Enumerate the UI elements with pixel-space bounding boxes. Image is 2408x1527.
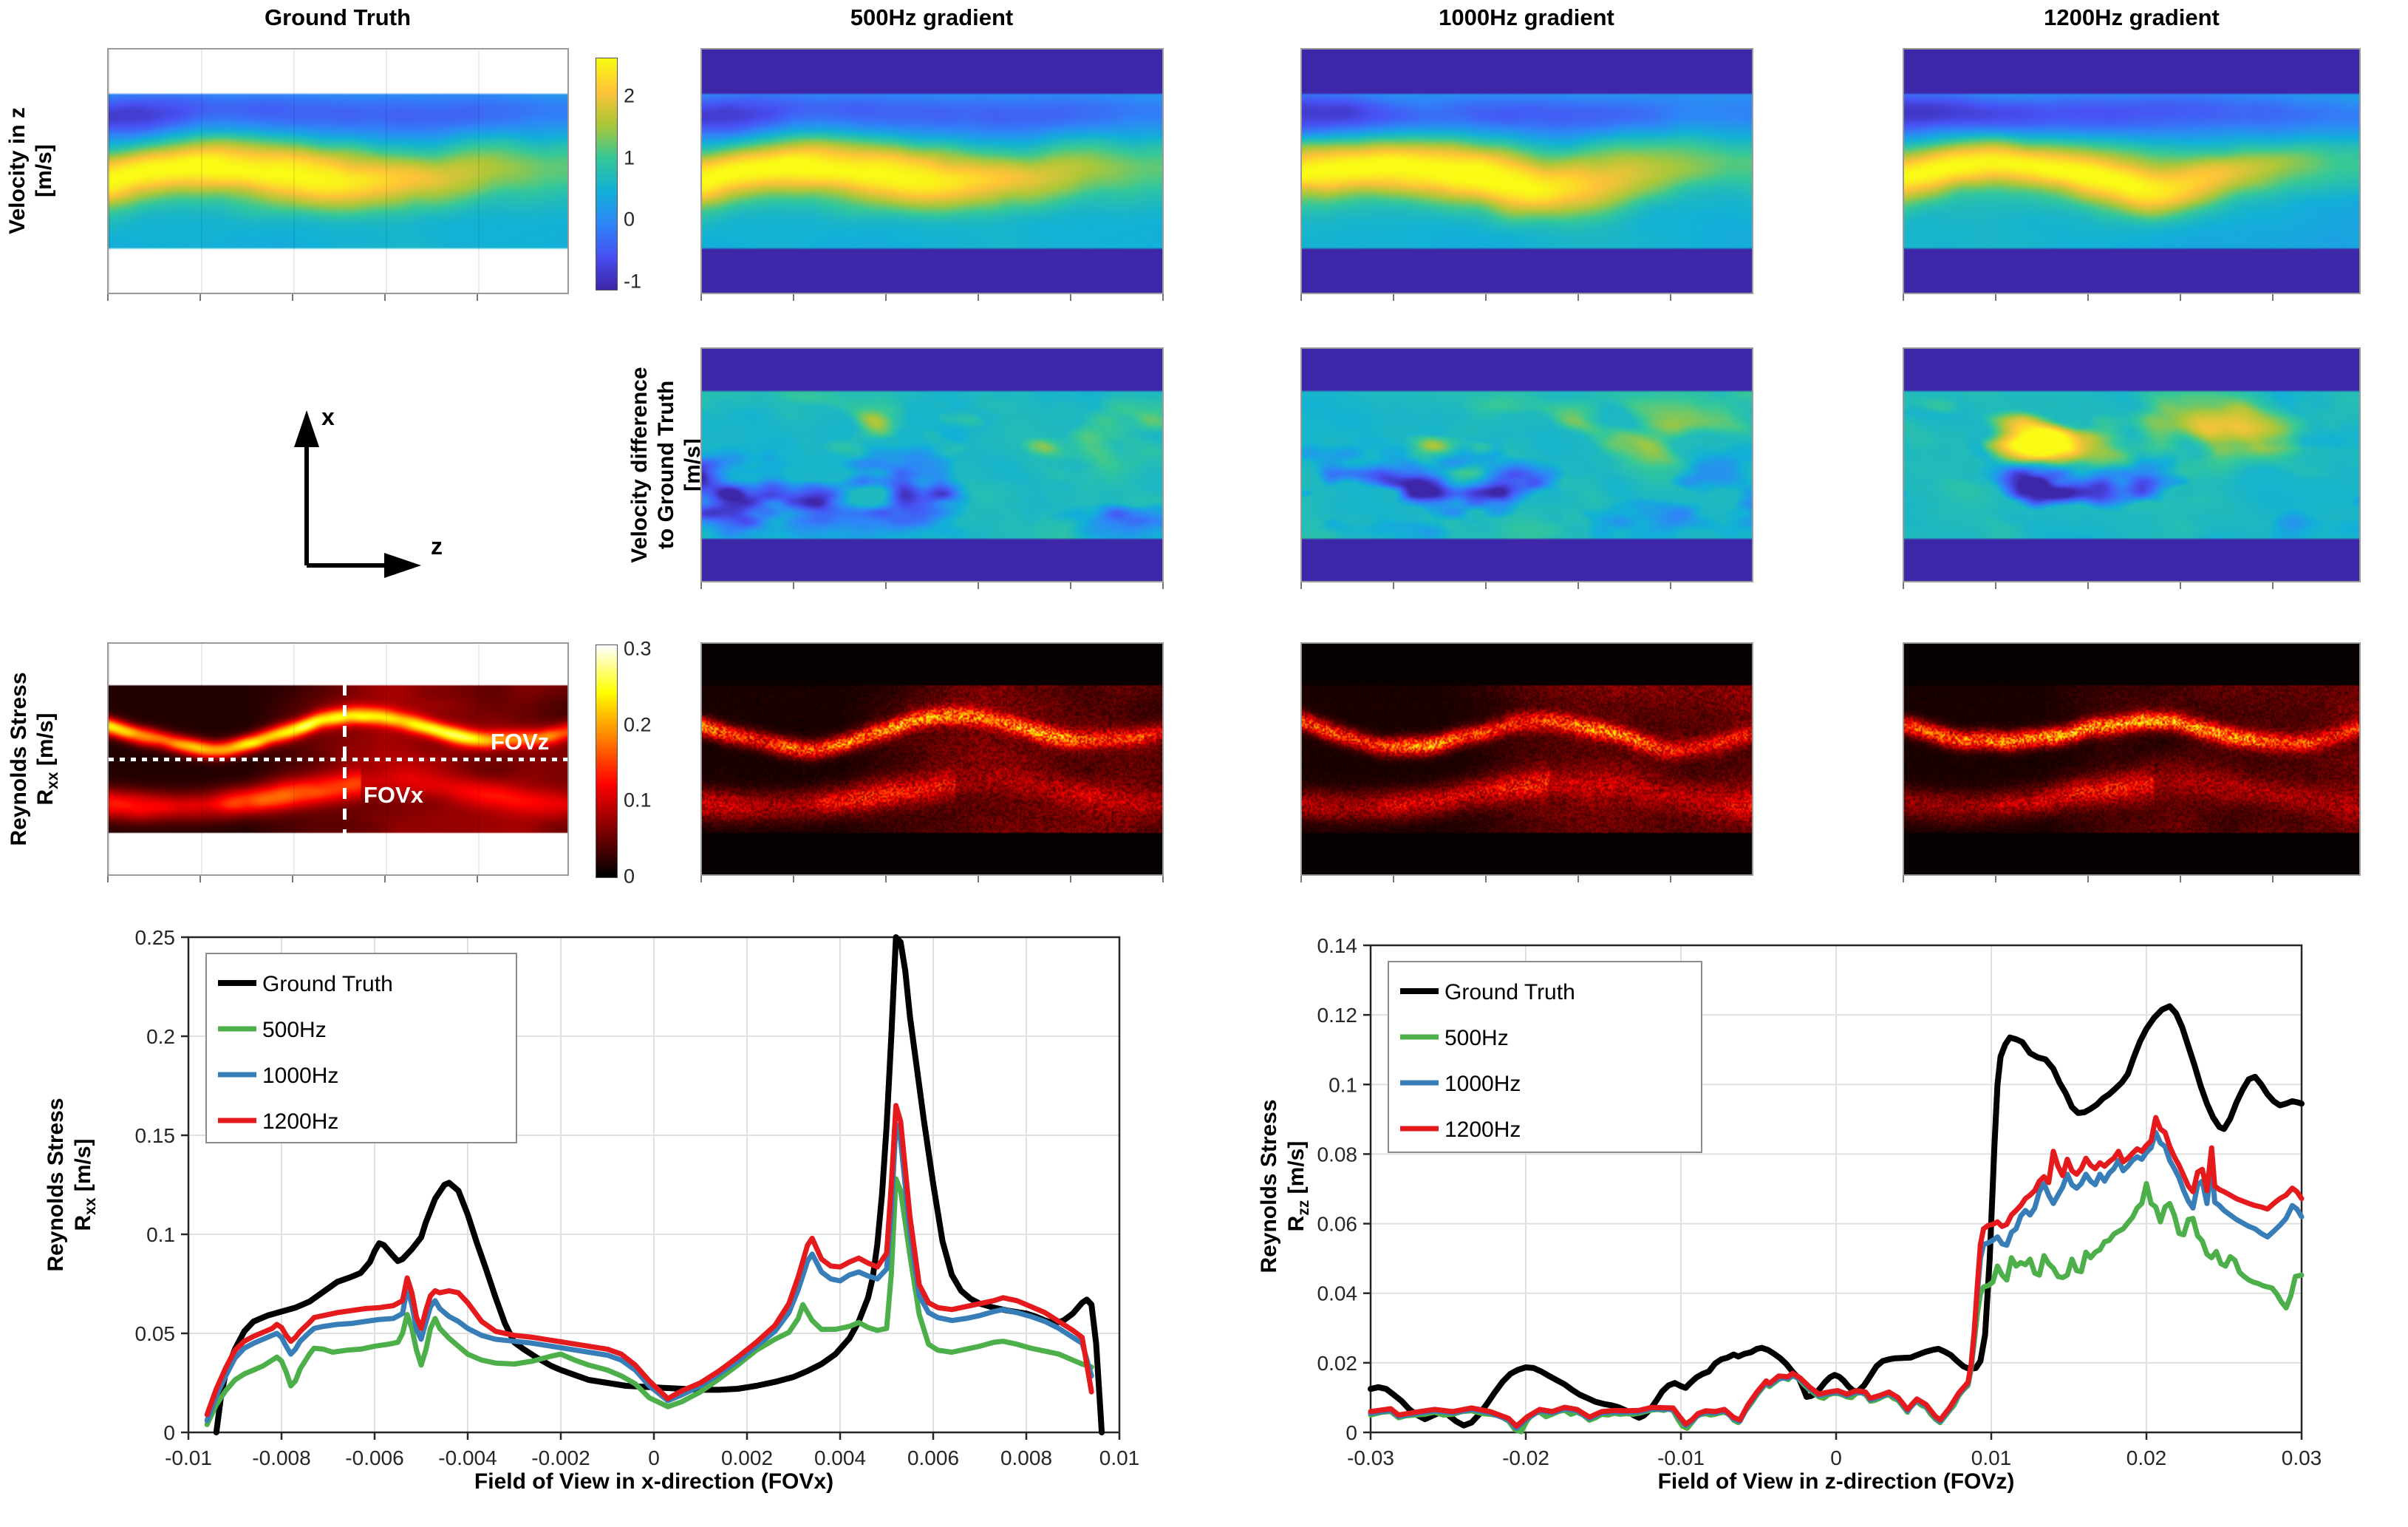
heatmap-velocity-500hz	[700, 48, 1164, 294]
colorbar-velocity	[596, 58, 618, 290]
col-title-500hz: 500Hz gradient	[850, 4, 1014, 30]
col-title-1000hz: 1000Hz gradient	[1439, 4, 1614, 30]
x-tick-label: 0.004	[814, 1446, 866, 1469]
col-title-ground-truth: Ground Truth	[264, 4, 412, 30]
arrowhead-z	[384, 553, 421, 578]
y-tick-label: 0.04	[1317, 1282, 1358, 1305]
x-tick-label: -0.004	[438, 1446, 497, 1469]
x-tick-label: 0.02	[2126, 1446, 2167, 1469]
axes-diagram: x z	[294, 404, 443, 578]
x-tick-label: -0.002	[531, 1446, 590, 1469]
axis-ticks	[1903, 294, 2361, 301]
x-tick-label: 0	[1830, 1446, 1842, 1469]
x-tick-label: 0.01	[1099, 1446, 1140, 1469]
colorbar-tick-label: -1	[624, 270, 642, 293]
axis-ticks	[1300, 582, 1753, 589]
panel-gridlines	[109, 50, 567, 293]
heatmap-velocity-1200hz	[1903, 48, 2361, 294]
col-title-1200hz: 1200Hz gradient	[2044, 4, 2220, 30]
colorbar-stress	[596, 645, 618, 878]
colorbar-tick-label: 0	[624, 865, 635, 888]
axis-ticks	[107, 876, 569, 882]
fovz-dotted-line	[109, 758, 567, 761]
series-1200hz	[1368, 1115, 2305, 1429]
axis-ticks	[107, 294, 569, 301]
series-1200hz	[204, 1103, 1094, 1418]
x-tick-label: 0	[648, 1446, 660, 1469]
axis-ticks	[1300, 876, 1753, 882]
legend-label: Ground Truth	[262, 972, 393, 996]
heatmap-stress-1000hz	[1300, 642, 1753, 876]
y-tick-label: 0	[163, 1421, 175, 1444]
fovz-label: FOVz	[491, 729, 550, 755]
heatmap-stress-1200hz	[1903, 642, 2361, 876]
x-tick-label: -0.03	[1347, 1446, 1394, 1469]
series-ground-truth	[213, 934, 1105, 1435]
x-tick-label: -0.006	[345, 1446, 403, 1469]
legend-label: 1200Hz	[1445, 1118, 1521, 1142]
heatmap-stress-500hz	[700, 642, 1164, 876]
heatmap-diff-500hz	[700, 347, 1164, 582]
legend-box	[205, 953, 517, 1143]
y-tick-label: 0.1	[1329, 1073, 1357, 1096]
y-tick-label: 0.02	[1317, 1352, 1358, 1375]
y-tick-label: 0.2	[146, 1025, 175, 1048]
y-tick-label: 0.1	[146, 1223, 175, 1246]
colorbar-tick-label: 1	[624, 146, 635, 169]
y-tick-label: 0.08	[1317, 1143, 1358, 1166]
axis-ticks	[1903, 582, 2361, 589]
x-tick-label: 0.002	[721, 1446, 773, 1469]
colorbar-tick-label: 0.2	[624, 713, 652, 736]
x-tick-label: 0.01	[1971, 1446, 2012, 1469]
arrowhead-x	[294, 410, 319, 447]
y-tick-label: 0.12	[1317, 1004, 1358, 1027]
y-tick-label: 0.15	[135, 1124, 176, 1147]
x-tick-label: 0.006	[907, 1446, 959, 1469]
y-tick-label: 0.05	[135, 1322, 176, 1345]
fovx-dashed-line	[343, 684, 347, 834]
colorbar-tick-label: 0.1	[624, 789, 652, 812]
legend-label: 1000Hz	[1445, 1072, 1521, 1096]
y-tick-label: 0.25	[135, 926, 176, 949]
x-tick-label: -0.02	[1502, 1446, 1549, 1469]
y-tick-label: 0	[1345, 1421, 1357, 1444]
series-1000hz	[204, 1121, 1094, 1424]
chart1-xlabel: Field of View in x-direction (FOVx)	[474, 1469, 834, 1494]
x-tick-label: 0.008	[1000, 1446, 1052, 1469]
x-tick-label: -0.01	[1657, 1446, 1705, 1469]
colorbar-tick-label: 2	[624, 84, 635, 107]
axis-ticks	[700, 582, 1164, 589]
heatmap-velocity-ground-truth	[107, 48, 569, 294]
legend-label: 1000Hz	[262, 1064, 338, 1088]
x-tick-label: -0.008	[252, 1446, 310, 1469]
heatmap-diff-1200hz	[1903, 347, 2361, 582]
heatmap-diff-1000hz	[1300, 347, 1753, 582]
colorbar-tick-label: 0.3	[624, 637, 652, 660]
x-tick-label: -0.01	[165, 1446, 212, 1469]
series-ground-truth	[1368, 1003, 2305, 1429]
y-tick-label: 0.06	[1317, 1213, 1358, 1236]
heatmap-velocity-1000hz	[1300, 48, 1753, 294]
fovx-label: FOVx	[364, 782, 423, 808]
legend-label: 500Hz	[1445, 1026, 1509, 1050]
legend-box	[1388, 961, 1702, 1153]
legend-label: 1200Hz	[262, 1109, 338, 1134]
x-tick-label: 0.03	[2282, 1446, 2322, 1469]
axis-z-label: z	[431, 533, 443, 560]
series-500hz	[204, 1176, 1094, 1427]
y-tick-label: 0.14	[1317, 934, 1358, 957]
axis-ticks	[1300, 294, 1753, 301]
axis-x-label: x	[321, 404, 335, 430]
axis-ticks	[700, 876, 1164, 882]
chart2-xlabel: Field of View in z-direction (FOVz)	[1657, 1469, 2015, 1494]
legend-label: 500Hz	[262, 1018, 327, 1042]
colorbar-tick-label: 0	[624, 208, 635, 231]
axis-ticks	[700, 294, 1164, 301]
legend-label: Ground Truth	[1445, 980, 1575, 1004]
axis-ticks	[1903, 876, 2361, 882]
